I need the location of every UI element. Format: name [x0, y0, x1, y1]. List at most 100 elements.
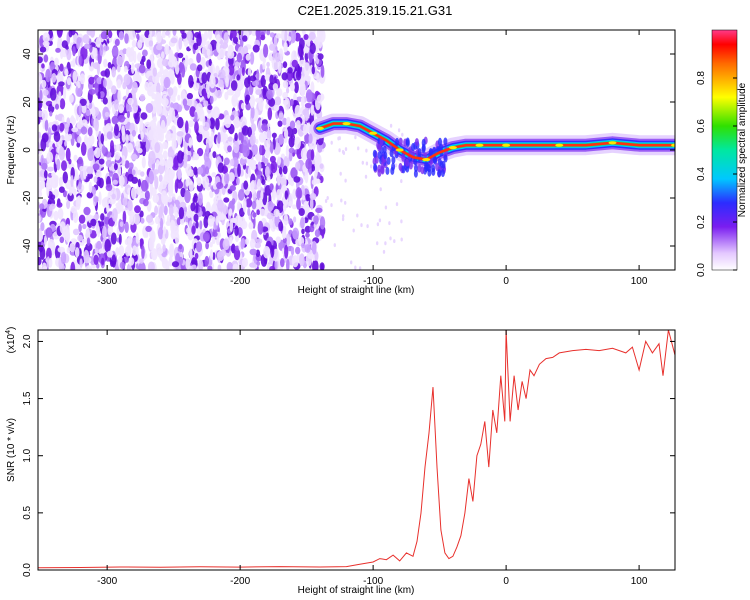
heatmap-cell	[93, 214, 100, 220]
heatmap-cell	[267, 201, 273, 212]
snr-panel: -300 -200 -100 0 100 0.0 0.5 1.0 1.5 2.0 Height …	[5, 327, 676, 596]
heatmap-cell	[234, 225, 239, 237]
heatmap-cell	[300, 147, 309, 161]
heatmap-cell	[341, 149, 345, 154]
heatmap-cell	[167, 160, 174, 168]
heatmap-cell	[112, 179, 119, 185]
heatmap-cell	[326, 196, 329, 200]
heatmap-cell	[126, 111, 130, 119]
heatmap-cell	[95, 37, 102, 48]
heatmap-cell	[59, 122, 65, 132]
heatmap-cell	[372, 149, 377, 158]
heatmap-cell	[298, 44, 304, 57]
heatmap-cell	[94, 118, 99, 132]
heatmap-cell	[236, 74, 240, 81]
heatmap-cell	[130, 154, 138, 160]
heatmap-cell	[145, 103, 154, 113]
heatmap-cell	[117, 89, 122, 103]
heatmap-cell	[298, 59, 306, 67]
heatmap-cell	[85, 265, 93, 270]
heatmap-cell	[94, 248, 99, 254]
heatmap-cell	[184, 60, 189, 67]
heatmap-cell	[400, 179, 403, 184]
heatmap-cell	[159, 159, 167, 167]
heatmap-cell	[388, 221, 391, 226]
heatmap-cell	[203, 31, 209, 41]
heatmap-cell	[304, 51, 309, 62]
heatmap-cell	[443, 137, 448, 146]
heatmap-cell	[123, 74, 131, 86]
heatmap-cell	[266, 89, 273, 100]
heatmap-cell	[99, 91, 105, 99]
heatmap-cell	[259, 208, 266, 217]
heatmap-cell	[303, 34, 309, 40]
heatmap-cell	[389, 123, 393, 128]
heatmap-cell	[269, 32, 275, 38]
heatmap-cell	[176, 131, 184, 137]
heatmap-cell	[56, 30, 63, 38]
heatmap-cell	[393, 239, 396, 244]
heatmap-cell	[338, 148, 341, 153]
heatmap-cell	[224, 91, 229, 101]
heatmap-cell	[80, 141, 87, 156]
heatmap-cell	[225, 75, 229, 88]
heatmap-cell	[228, 208, 233, 217]
heatmap-cell	[239, 116, 247, 129]
heatmap-cell	[43, 235, 48, 246]
heatmap-cell	[224, 114, 232, 128]
heatmap-cell	[42, 32, 50, 43]
heatmap-cell	[264, 74, 271, 81]
heatmap-cell	[87, 147, 94, 162]
heatmap-cell	[285, 233, 291, 246]
heatmap-cell	[242, 35, 248, 42]
heatmap-cell	[174, 206, 179, 219]
heatmap-cell	[238, 189, 245, 201]
heatmap-cell	[249, 134, 256, 147]
heatmap-cell	[274, 213, 280, 228]
heatmap-cell	[294, 104, 301, 118]
heatmap-cell	[186, 170, 191, 177]
heatmap-cell	[274, 258, 278, 270]
heatmap-cell	[249, 238, 256, 249]
heatmap-cell	[117, 114, 126, 123]
heatmap-cell	[289, 120, 296, 129]
heatmap-cell	[180, 218, 185, 225]
heatmap-cell	[282, 92, 288, 99]
heatmap-cell	[127, 257, 135, 266]
heatmap-cell	[320, 263, 324, 270]
heatmap-cell	[61, 160, 67, 172]
heatmap-cell	[305, 75, 311, 82]
heatmap-cell	[176, 104, 183, 113]
x-tick-label: 100	[631, 276, 648, 287]
heatmap-cell	[38, 215, 41, 223]
heatmap-cell	[178, 62, 185, 70]
heatmap-cell	[209, 95, 214, 105]
heatmap-cell	[115, 202, 122, 208]
heatmap-cell	[194, 252, 199, 260]
heatmap-cell	[78, 214, 86, 224]
heatmap-cell	[295, 187, 303, 200]
heatmap-cell	[141, 245, 145, 259]
heatmap-cell	[105, 123, 112, 130]
heatmap-cell	[160, 84, 164, 92]
heatmap-cell	[230, 158, 235, 167]
heatmap-cell	[182, 98, 188, 107]
heatmap-cell	[79, 98, 87, 107]
y-tick-label: -20	[22, 190, 33, 205]
heatmap-cell	[121, 155, 126, 167]
heatmap-cell	[77, 195, 82, 205]
heatmap-cell	[342, 214, 345, 219]
heatmap-cell	[305, 232, 310, 238]
heatmap-cell	[295, 120, 301, 130]
heatmap-cell	[218, 47, 225, 59]
heatmap-cell	[101, 257, 105, 266]
heatmap-cell	[190, 202, 196, 212]
heatmap-cell	[66, 247, 71, 254]
heatmap-cell	[290, 180, 295, 187]
heatmap-cell	[105, 183, 113, 192]
heatmap-cell	[159, 66, 164, 75]
heatmap-cell	[157, 227, 164, 240]
heatmap-cell	[207, 30, 213, 40]
heatmap-cell	[43, 89, 49, 96]
